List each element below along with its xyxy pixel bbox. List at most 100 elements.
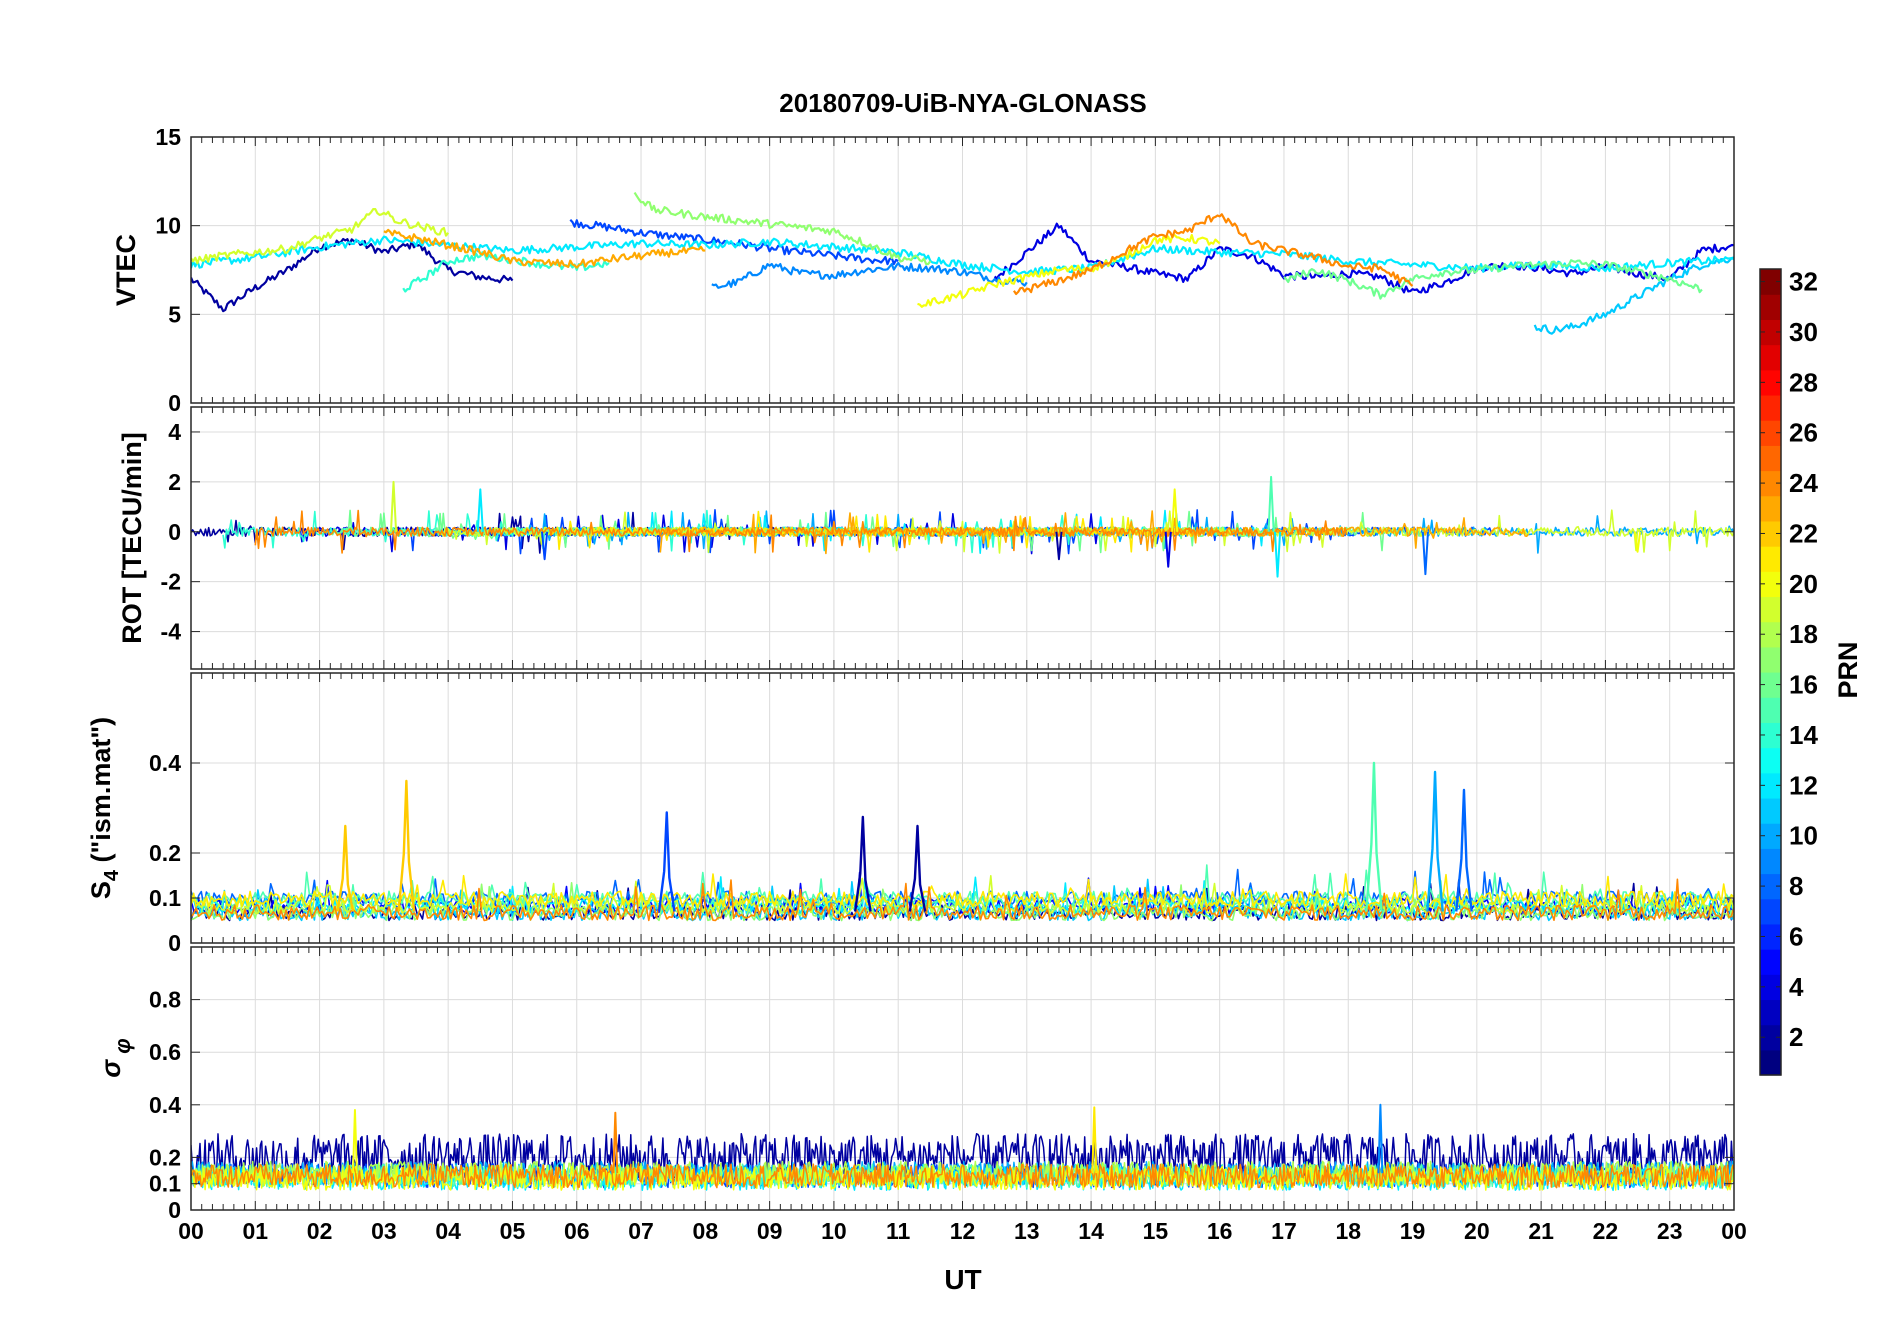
- colorbar-tick-label: 10: [1789, 821, 1818, 851]
- colorbar-tick-label: 32: [1789, 267, 1818, 297]
- colorbar-segment: [1760, 697, 1781, 723]
- colorbar-segment: [1760, 797, 1781, 824]
- colorbar-segment: [1760, 898, 1781, 925]
- x-tick-label: 11: [886, 1218, 911, 1244]
- colorbar-tick-label: 4: [1789, 972, 1804, 1002]
- s4-peak: [1365, 761, 1383, 912]
- colorbar-segment: [1760, 672, 1781, 698]
- colorbar-segment: [1760, 495, 1781, 522]
- y-axis-label-part: σ: [96, 1059, 126, 1078]
- colorbar-tick-label: 6: [1789, 921, 1803, 951]
- rot-spike: [1273, 531, 1282, 578]
- vtec-series-prn-2: [191, 237, 514, 313]
- colorbar-segment: [1760, 722, 1781, 749]
- x-tick-label: 03: [371, 1218, 397, 1244]
- colorbar-segment: [1760, 999, 1781, 1026]
- s4-peak: [908, 824, 927, 912]
- colorbar-segment: [1760, 621, 1781, 648]
- x-tick-label: 00: [1721, 1218, 1747, 1244]
- colorbar-tick-label: 14: [1789, 720, 1818, 750]
- x-tick-label: 18: [1335, 1218, 1361, 1244]
- y-axis-label-part: φ: [110, 1038, 135, 1060]
- colorbar-tick-label: 8: [1789, 871, 1803, 901]
- colorbar-segment: [1760, 923, 1781, 950]
- sigma-spike: [352, 1109, 358, 1174]
- y-tick-label: 0.4: [149, 750, 181, 776]
- y-tick-label: 0.8: [149, 987, 181, 1013]
- panel-s4: 0 0.1 0.2 0.4 S4 ("ism.mat"): [86, 672, 1735, 956]
- data-sigma_phi: [191, 1103, 1734, 1192]
- y-tick-label: -4: [161, 619, 182, 645]
- y-tick-label: 0.2: [149, 1144, 181, 1170]
- s4-peak: [657, 811, 676, 912]
- x-tick-label: 20: [1464, 1218, 1490, 1244]
- x-tick-label: 19: [1400, 1218, 1426, 1244]
- y-tick-label: 10: [155, 213, 181, 239]
- x-tick-label: 06: [564, 1218, 590, 1244]
- sigma-spike: [1377, 1103, 1384, 1174]
- vtec-series-prn-19: [191, 208, 450, 265]
- colorbar-segment: [1760, 596, 1781, 623]
- sigma-spike: [612, 1111, 619, 1174]
- x-ticks-sigma_phi: [190, 947, 1735, 1210]
- colorbar-segment: [1760, 772, 1781, 799]
- colorbar-tick-label: 20: [1789, 569, 1818, 599]
- x-tick-labels: 00 01 02 03 04 05 06 07 08 09 10 11 12 13 14 15 16 17 18 19…: [178, 1218, 1747, 1244]
- y-tick-label: 0: [168, 519, 181, 545]
- y-tick-label: 0.6: [149, 1039, 181, 1065]
- x-tick-label: 15: [1143, 1218, 1169, 1244]
- colorbar-segment: [1760, 470, 1781, 497]
- colorbar-tick-label: 30: [1789, 317, 1818, 347]
- x-tick-label: 07: [628, 1218, 654, 1244]
- x-tick-label: 14: [1078, 1218, 1104, 1244]
- y-axis-label-sigma_phi: σ φ: [96, 1038, 135, 1078]
- data-rot: [191, 475, 1734, 578]
- x-ticks-rot: [190, 407, 1735, 669]
- s4-peak: [1455, 788, 1473, 912]
- x-tick-label: 02: [307, 1218, 333, 1244]
- rot-spike: [476, 488, 484, 532]
- data-s4: [191, 761, 1734, 922]
- x-axis-label: UT: [944, 1264, 981, 1295]
- vtec-series-prn-12: [191, 235, 1734, 276]
- colorbar-segment: [1760, 319, 1781, 346]
- vtec-series-prn-24: [1012, 213, 1414, 296]
- s4-peak: [336, 824, 355, 912]
- panel-vtec: 0 5 10 15 VTEC: [111, 124, 1735, 416]
- y-tick-label: -2: [161, 569, 181, 595]
- x-tick-label: 04: [435, 1218, 461, 1244]
- s4-peak: [1426, 770, 1444, 912]
- vtec-series-prn-17: [633, 192, 932, 266]
- x-tick-label: 17: [1271, 1218, 1297, 1244]
- colorbar-segment: [1760, 571, 1781, 598]
- colorbar-segment: [1760, 520, 1781, 547]
- colorbar-segment: [1760, 369, 1781, 396]
- y-axis-label-s4: S4 ("ism.mat"): [86, 717, 123, 899]
- x-tick-label: 01: [242, 1218, 268, 1244]
- colorbar-frame: [1759, 268, 1782, 1076]
- rot-spike: [541, 531, 549, 561]
- y-tick-label: 0: [168, 1197, 181, 1223]
- rot-spike: [1055, 531, 1063, 561]
- vtec-series-prn-23: [383, 228, 706, 269]
- panel-rot: -4 -2 0 2 4 ROT [TECU/min]: [117, 406, 1735, 670]
- colorbar-segment: [1760, 420, 1781, 446]
- s4-peak: [397, 779, 416, 912]
- colorbar-segment: [1760, 1024, 1781, 1051]
- x-tick-label: 10: [821, 1218, 847, 1244]
- colorbar-tick-label: 18: [1789, 619, 1818, 649]
- x-tick-label: 08: [693, 1218, 719, 1244]
- colorbar-label: PRN: [1833, 641, 1863, 698]
- colorbar-segment: [1760, 848, 1781, 875]
- y-tick-label: 0: [168, 390, 181, 416]
- panel-sigma_phi: 00.10.2 0.4 0.6 0.8 σ φ: [96, 946, 1735, 1223]
- y-axis-label-part: 4: [101, 869, 123, 881]
- colorbar-segment: [1760, 269, 1781, 295]
- colorbar-segment: [1760, 445, 1781, 472]
- x-tick-label: 21: [1528, 1218, 1554, 1244]
- colorbar-tick-label: 22: [1789, 518, 1818, 548]
- sigma-series-prn-20: [191, 1165, 1734, 1191]
